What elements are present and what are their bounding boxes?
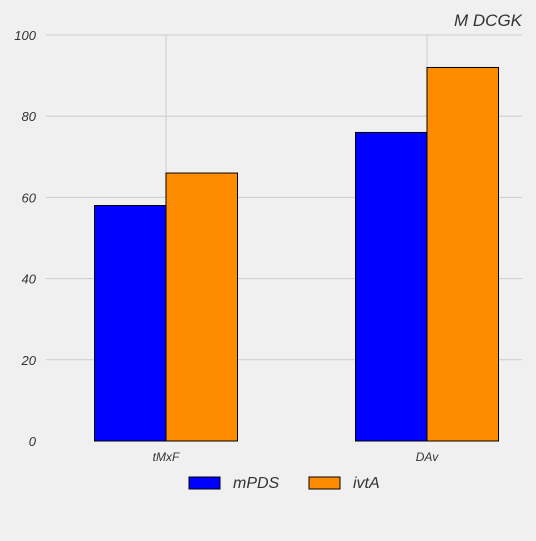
y-tick-label: 80 — [22, 109, 37, 124]
y-tick-label: 40 — [22, 272, 37, 287]
bar-ivtA-DAv — [426, 66, 499, 442]
x-axis-ticks: tMxF DAv — [153, 450, 440, 464]
y-axis-ticks: 0 20 40 60 80 100 — [14, 28, 36, 449]
bar-mPDS-tMxF — [94, 205, 167, 442]
y-tick-label: 20 — [21, 353, 37, 368]
legend-swatch-ivtA — [308, 476, 341, 490]
legend-label-ivtA: ivtA — [353, 475, 380, 492]
bar-ivtA-tMxF — [165, 172, 238, 442]
chart-title: M DCGK — [454, 11, 523, 30]
y-tick-label: 100 — [14, 28, 36, 43]
bar-mPDS-DAv — [355, 131, 428, 442]
legend-swatch-mPDS — [188, 476, 221, 490]
bars — [94, 66, 499, 442]
legend-label-mPDS: mPDS — [233, 475, 280, 492]
legend: mPDS ivtA — [188, 475, 380, 492]
x-tick-label: DAv — [416, 450, 439, 464]
y-tick-label: 0 — [29, 434, 37, 449]
x-tick-label: tMxF — [153, 450, 180, 464]
y-tick-label: 60 — [22, 190, 37, 205]
